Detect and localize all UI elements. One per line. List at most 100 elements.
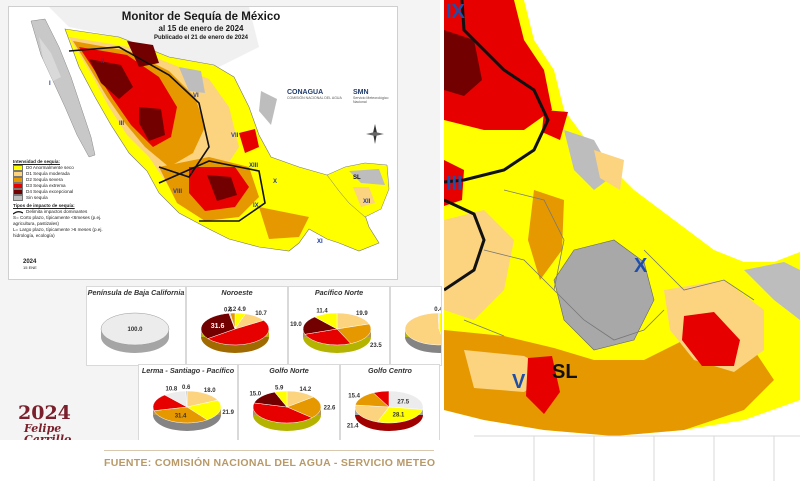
pie-value-label: 5.9 xyxy=(275,385,284,391)
pie-slice xyxy=(372,390,390,408)
zoom-label-sl: SL xyxy=(552,361,578,383)
pie-slice xyxy=(437,312,440,330)
pie-value-label: 11.4 xyxy=(316,308,328,314)
legend-item: D3 Sequía extrema xyxy=(13,183,113,189)
map-title: Monitor de Sequía de México xyxy=(121,11,281,23)
legend-item: Sin sequía xyxy=(13,195,113,201)
pie-card: Noroeste 4.9 10.7 31.6 0.6 2.2 xyxy=(186,286,288,366)
zoomed-map-panel: IX III X V SL xyxy=(443,0,800,481)
pie-value-label: 15.0 xyxy=(249,392,261,398)
source-text: FUENTE: COMISIÓN NACIONAL DEL AGUA - SER… xyxy=(104,457,436,469)
map-legend: Intensidad de sequía: D0 Anormalmente se… xyxy=(13,157,113,239)
pie-value-label: 0.6 xyxy=(224,307,233,313)
pie-value-label: 10.8 xyxy=(166,386,178,392)
legend-swatch xyxy=(13,177,23,183)
map-date: al 15 de enero de 2024 xyxy=(158,24,244,33)
pie-value-label: 15.4 xyxy=(348,394,360,400)
pie-slice xyxy=(376,406,423,424)
compass-icon xyxy=(366,124,384,144)
pie-chart: 19.9 23.5 19.0 11.4 xyxy=(290,308,382,353)
pie-value-label: 4.9 xyxy=(238,307,247,313)
pie-title: Pacífico Norte xyxy=(314,288,364,297)
pie-chart: 27.5 28.1 21.4 15.4 xyxy=(347,390,424,431)
legend-swatch xyxy=(13,165,23,171)
pie-card: 47.20.4 xyxy=(390,286,442,366)
legend-item: D0 Anormalmente seco xyxy=(13,165,113,171)
pie-slice xyxy=(274,390,288,408)
legend-intensity-heading: Intensidad de sequía: xyxy=(13,159,60,164)
pie-value-label: 21.4 xyxy=(347,423,359,429)
brand-year: 2024 xyxy=(18,402,71,424)
zoom-label-x: X xyxy=(634,255,648,277)
pie-value-label: 31.6 xyxy=(211,323,225,330)
legend-impact-heading: Tipos de impacto de sequía: xyxy=(13,203,75,208)
pie-slice xyxy=(286,396,322,419)
pie-value-label: 28.1 xyxy=(393,413,405,419)
impact-line-icon xyxy=(13,210,23,214)
legend-item: D2 Sequía severa xyxy=(13,177,113,183)
region-label-xi: XI xyxy=(317,239,323,245)
legend-item: D4 Sequía excepcional xyxy=(13,189,113,195)
pie-slice xyxy=(314,312,338,330)
legend-swatch xyxy=(13,183,23,189)
pie-slice xyxy=(186,399,222,421)
pie-chart: 14.2 22.6 15.0 5.9 xyxy=(249,385,336,431)
pie-card: Golfo Norte 14.2 22.6 15.0 5.9 xyxy=(238,364,340,444)
agency-logos: CONAGUA COMISIÓN NACIONAL DEL AGUA SMN Ser… xyxy=(287,87,397,109)
pie-slice xyxy=(185,390,188,408)
smn-logo: SMN Servicio Meteorológico Nacional xyxy=(353,89,389,104)
region-label-vi: VI xyxy=(193,93,199,99)
pie-slice xyxy=(404,312,441,346)
compass-rose xyxy=(365,123,385,146)
pie-value-label: 21.9 xyxy=(222,410,234,416)
pie-card: Golfo Centro 27.5 28.1 21.4 15.4 xyxy=(340,364,440,444)
region-label-xiii: XIII xyxy=(249,163,258,169)
pie-value-label: 27.5 xyxy=(397,399,409,405)
timeline-day: 15 xyxy=(23,265,28,270)
pie-value-label: 19.0 xyxy=(290,322,302,328)
pie-value-label: 18.0 xyxy=(204,388,216,394)
pie-value-label: 31.4 xyxy=(175,413,187,419)
pie-value-label: 0.4 xyxy=(434,307,442,313)
pie-slice xyxy=(438,312,441,336)
region-label-iii: III xyxy=(119,121,124,127)
zoomed-drought-map: IX III X V SL xyxy=(443,0,800,481)
pie-value-label: 14.2 xyxy=(299,387,311,393)
legend-impact-l: L= Largo plazo, típicamente >6 meses (p.… xyxy=(13,227,103,238)
pie-title: Golfo Centro xyxy=(368,366,412,375)
mexico-drought-map: I II III VI VII VIII IX X XI XII XIII SL xyxy=(9,7,397,279)
pie-chart: 4.9 10.7 31.6 0.62.2 xyxy=(200,307,270,353)
legend-impact-line: Delimita impactos dominantes xyxy=(13,209,113,215)
pie-slice xyxy=(200,312,236,339)
pie-value-label: 22.6 xyxy=(324,406,336,412)
source-footer: FUENTE: COMISIÓN NACIONAL DEL AGUA - SER… xyxy=(0,440,440,481)
region-label-x: X xyxy=(273,179,277,185)
pie-value-label: 10.7 xyxy=(255,311,267,317)
timeline-marker: 2024 15 ENE xyxy=(23,259,37,270)
legend-swatch xyxy=(13,195,23,201)
pie-value-label: 0.6 xyxy=(182,385,191,391)
pie-slice xyxy=(336,323,372,344)
pie-slice xyxy=(100,312,170,346)
pie-chart: 100.0 xyxy=(100,312,170,353)
footer-divider xyxy=(104,450,434,451)
pie-card: Península de Baja California 100.0 xyxy=(86,286,186,366)
impact-label-sl: SL xyxy=(353,175,361,181)
drought-map-card: I II III VI VII VIII IX X XI XII XIII SL… xyxy=(8,6,398,280)
region-label-ix: IX xyxy=(253,203,259,209)
pie-slice xyxy=(252,402,313,424)
pie-value-label: 100.0 xyxy=(127,327,143,333)
pie-chart: 18.0 21.9 31.4 10.8 0.6 xyxy=(152,385,235,431)
region-label-ii: II xyxy=(101,59,105,65)
pie-slice xyxy=(229,312,236,330)
map-title-block: Monitor de Sequía de México al 15 de ene… xyxy=(101,11,301,42)
region-label-viii: VIII xyxy=(173,189,182,195)
regional-pie-charts: Península de Baja California 100.0 Noroe… xyxy=(0,282,442,444)
legend-swatch xyxy=(13,171,23,177)
pie-value-label: 19.9 xyxy=(356,311,368,317)
pie-chart: 47.20.4 xyxy=(404,307,442,353)
pie-slice xyxy=(304,328,352,346)
pie-card: Pacífico Norte 19.9 23.5 19.0 11.4 xyxy=(288,286,390,366)
zoom-label-iii: III xyxy=(446,173,463,195)
timeline-year: 2024 xyxy=(23,259,37,265)
